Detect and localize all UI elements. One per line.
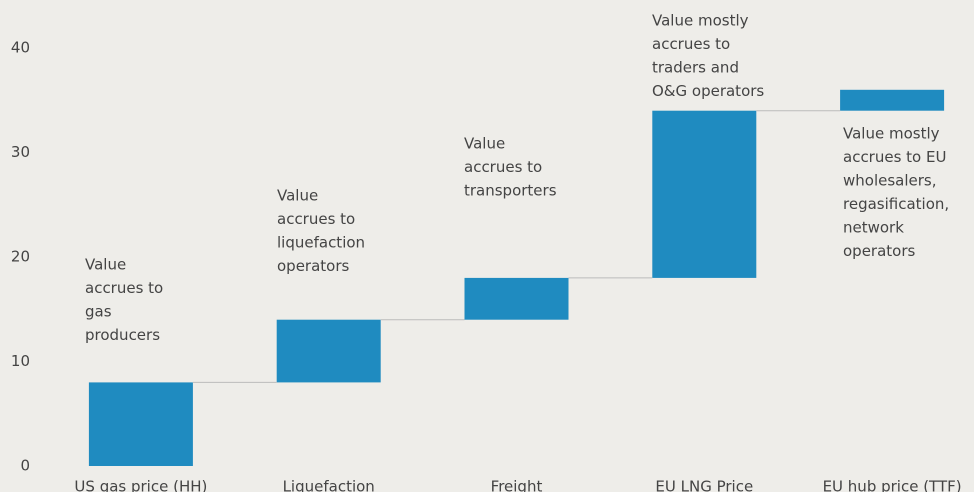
annotation: accrues to: [652, 35, 730, 53]
annotation: regasification,: [843, 195, 949, 213]
annotation: Value: [85, 256, 126, 274]
x-tick-label: EU hub price (TTF): [823, 478, 962, 492]
annotation: transporters: [464, 182, 557, 200]
y-tick-label: 30: [11, 143, 30, 161]
y-tick-label: 0: [20, 457, 30, 475]
annotation: accrues to: [277, 210, 355, 228]
annotation: Value: [464, 135, 505, 153]
y-tick-label: 10: [11, 352, 30, 370]
annotation: traders and: [652, 59, 739, 77]
annotation: operators: [277, 257, 350, 275]
annotation: accrues to EU: [843, 148, 946, 166]
annotation: liquefaction: [277, 234, 365, 252]
annotation: Value mostly: [843, 125, 940, 143]
annotation: Value: [277, 187, 318, 205]
bar: [88, 382, 193, 466]
annotation: producers: [85, 326, 160, 344]
bar: [840, 89, 945, 111]
annotation: operators: [843, 242, 916, 260]
annotation: gas: [85, 303, 112, 321]
y-tick-label: 20: [11, 248, 30, 266]
x-tick-label: US gas price (HH): [74, 478, 207, 492]
annotation: O&G operators: [652, 82, 764, 100]
x-tick-label: EU LNG Price: [655, 478, 753, 492]
bar: [464, 277, 569, 320]
annotation: Value mostly: [652, 12, 749, 30]
bar: [276, 319, 381, 383]
y-tick-label: 40: [11, 39, 30, 57]
bar: [652, 110, 757, 278]
annotation: network: [843, 219, 904, 237]
annotation: accrues to: [85, 279, 163, 297]
x-tick-label: Freight: [491, 478, 543, 492]
x-tick-label: Liquefaction: [283, 478, 375, 492]
annotation: wholesalers,: [843, 172, 937, 190]
annotation: accrues to: [464, 158, 542, 176]
